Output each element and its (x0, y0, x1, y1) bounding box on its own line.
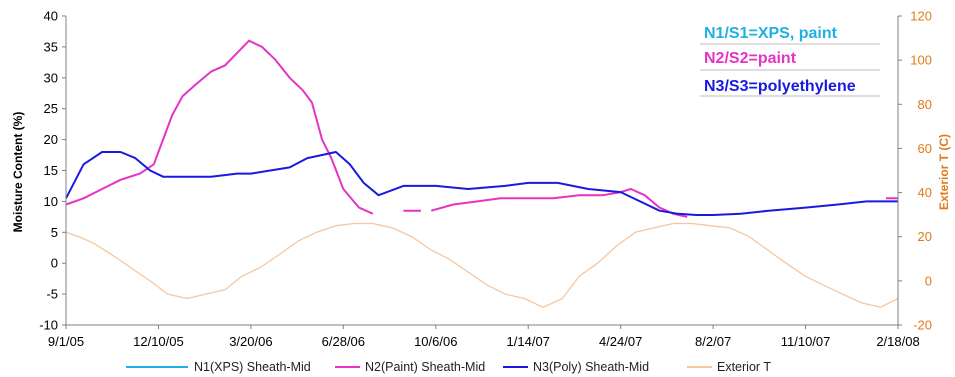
y-left-tick-label: 20 (44, 132, 58, 147)
legend-item-n2: N2(Paint) Sheath-Mid (335, 360, 485, 374)
x-tick-label: 2/18/08 (876, 334, 919, 349)
y-axis-right-title: Exterior T (C) (937, 134, 951, 210)
x-tick-label: 8/2/07 (695, 334, 731, 349)
y-left-tick-label: 25 (44, 101, 58, 116)
y-axis-left-title: Moisture Content (%) (11, 112, 25, 233)
y-left-tick-label: 10 (44, 194, 58, 209)
ticks: -10 -5 0 5 10 15 20 25 30 35 40 -20 0 20 40 60 80 100 120 9… (39, 9, 932, 350)
y-right-tick-label: 100 (910, 53, 932, 68)
y-left-tick-label: -5 (46, 287, 58, 302)
y-right-tick-label: 40 (918, 185, 932, 200)
x-tick-label: 11/10/07 (781, 334, 831, 349)
x-tick-label: 10/6/06 (414, 334, 457, 349)
y-left-tick-label: 40 (44, 9, 58, 24)
legend-label-n2: N2(Paint) Sheath-Mid (365, 360, 485, 374)
x-tick-label: 6/28/06 (322, 334, 365, 349)
y-right-tick-label: 80 (918, 97, 932, 112)
legend-item-n3: N3(Poly) Sheath-Mid (503, 360, 649, 374)
x-tick-label: 1/14/07 (507, 334, 550, 349)
y-right-tick-label: 60 (918, 141, 932, 156)
legend-label-n3: N3(Poly) Sheath-Mid (533, 360, 649, 374)
y-left-tick-label: 5 (51, 225, 58, 240)
legend-label-ext: Exterior T (717, 360, 771, 374)
annotation-box: N1/S1=XPS, paint N2/S2=paint N3/S3=polye… (700, 25, 880, 97)
x-tick-label: 4/24/07 (599, 334, 642, 349)
y-right-tick-label: 20 (918, 229, 932, 244)
legend-item-ext: Exterior T (687, 360, 771, 374)
y-right-tick-label: 120 (910, 9, 932, 24)
y-left-tick-label: 15 (44, 163, 58, 178)
y-left-tick-label: -10 (39, 318, 58, 333)
series-line-3 (65, 222, 899, 308)
legend: N1(XPS) Sheath-Mid N2(Paint) Sheath-Mid … (126, 360, 771, 374)
y-left-tick-label: 30 (44, 70, 58, 85)
series-line-2 (65, 151, 898, 216)
y-left-tick-label: 0 (51, 256, 58, 271)
x-tick-label: 3/20/06 (229, 334, 272, 349)
legend-label-n1: N1(XPS) Sheath-Mid (194, 360, 311, 374)
y-right-tick-label: 0 (925, 273, 932, 288)
y-right-tick-label: -20 (913, 318, 932, 333)
annotation-n2: N2/S2=paint (704, 50, 797, 67)
annotation-n1: N1/S1=XPS, paint (704, 25, 838, 42)
y-left-tick-label: 35 (44, 39, 58, 54)
annotation-n3: N3/S3=polyethylene (704, 78, 856, 95)
series-line-1 (65, 39, 898, 218)
x-tick-label: 12/10/05 (133, 334, 184, 349)
plot-lines (65, 39, 899, 308)
x-tick-label: 9/1/05 (48, 334, 84, 349)
legend-item-n1: N1(XPS) Sheath-Mid (126, 360, 311, 374)
